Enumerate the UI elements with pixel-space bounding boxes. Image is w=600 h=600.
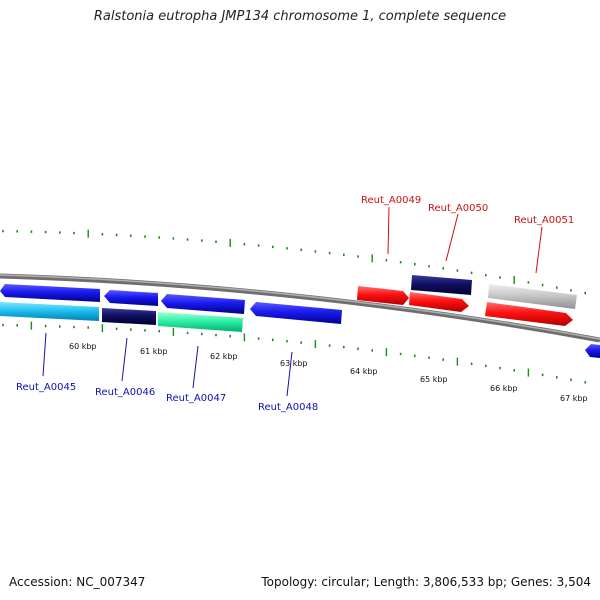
label-leader (387, 206, 390, 255)
kbp-label-61: 61 kbp (140, 347, 168, 356)
label-leader (42, 332, 47, 377)
gene-block-reut-a0045[interactable] (0, 302, 99, 321)
gene-arrow[interactable] (409, 292, 469, 312)
gene-arrow[interactable] (0, 284, 100, 302)
genome-stats-text: Topology: circular; Length: 3,806,533 bp… (261, 575, 591, 589)
gene-block-reut-a0046[interactable] (102, 308, 156, 325)
kbp-label-63: 63 kbp (280, 359, 308, 368)
inner-tick-ring (2, 321, 587, 384)
kbp-label-60: 60 kbp (69, 342, 97, 351)
gene-block-reut-a0050[interactable] (411, 275, 472, 295)
label-leader (286, 351, 293, 397)
kbp-label-66: 66 kbp (490, 384, 518, 393)
gene-arrow[interactable] (104, 290, 158, 306)
map-title: Ralstonia eutropha JMP134 chromosome 1, … (93, 9, 507, 24)
gene-arrow[interactable] (485, 302, 573, 326)
gene-label-reut-a0051[interactable]: Reut_A0051 (514, 215, 574, 226)
gene-label-reut-a0048[interactable]: Reut_A0048 (258, 402, 318, 413)
kbp-label-62: 62 kbp (210, 352, 238, 361)
gene-block-reut-a0051[interactable] (488, 284, 577, 309)
gene-label-reut-a0045[interactable]: Reut_A0045 (16, 382, 76, 393)
gene-label-reut-a0046[interactable]: Reut_A0046 (95, 387, 155, 398)
chromosome-backbone-highlight (0, 274, 600, 340)
gene-label-reut-a0050[interactable]: Reut_A0050 (428, 203, 488, 214)
gene-arrow[interactable] (161, 294, 245, 314)
gene-label-reut-a0049[interactable]: Reut_A0049 (361, 195, 421, 206)
gene-arrow[interactable] (250, 302, 342, 324)
label-leader (535, 226, 543, 274)
outer-tick-ring (2, 229, 587, 295)
gene-arrow[interactable] (585, 344, 600, 358)
label-leader (445, 213, 459, 262)
gene-block-reut-a0047[interactable] (158, 312, 243, 332)
kbp-label-67: 67 kbp (560, 394, 588, 403)
label-leader (192, 345, 199, 389)
accession-text: Accession: NC_007347 (9, 575, 146, 589)
gene-arrow-reut-a0049[interactable] (357, 286, 409, 305)
label-leader (121, 337, 128, 382)
chromosome-backbone (0, 273, 600, 343)
gene-label-reut-a0047[interactable]: Reut_A0047 (166, 393, 226, 404)
kbp-label-65: 65 kbp (420, 375, 448, 384)
kbp-label-64: 64 kbp (350, 367, 378, 376)
